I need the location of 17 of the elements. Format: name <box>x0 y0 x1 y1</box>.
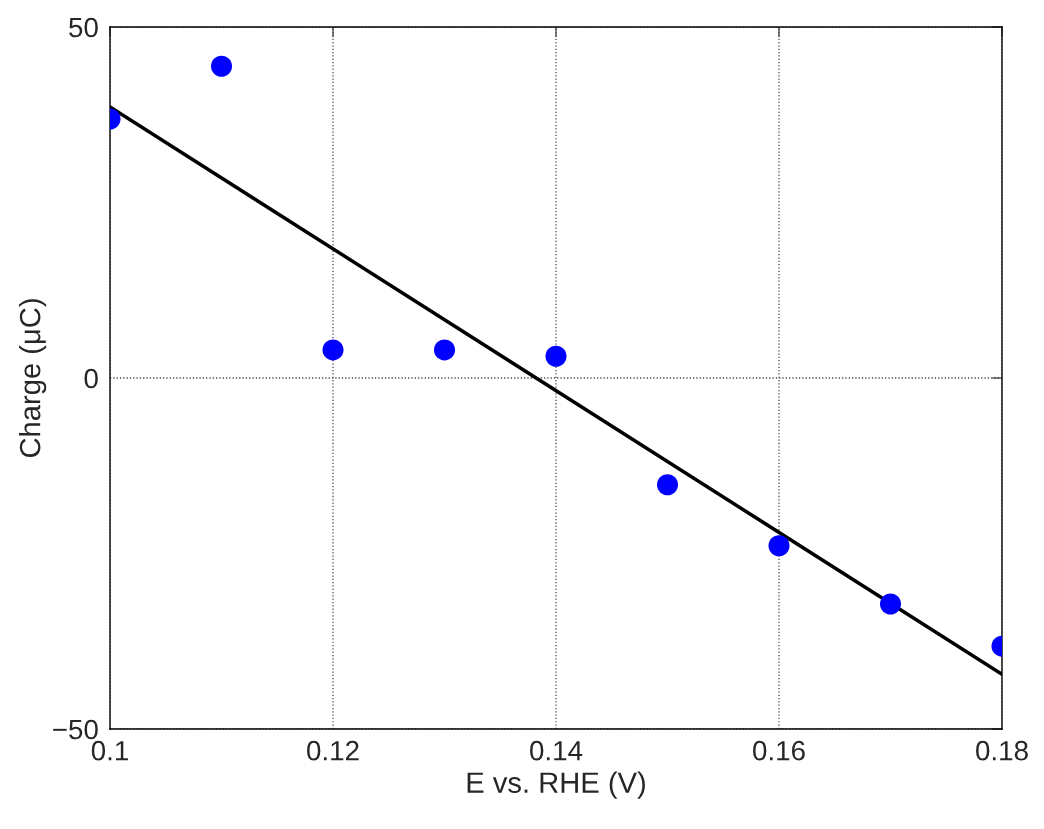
point <box>545 345 567 367</box>
x-tick-label: 0.12 <box>307 740 359 761</box>
y-axis-title: Charge (μC) <box>19 299 47 458</box>
point <box>433 339 456 361</box>
point <box>210 55 233 77</box>
point <box>322 339 344 361</box>
x-tick-label: 0.16 <box>753 740 805 761</box>
point <box>768 535 790 557</box>
y-tick-label: 50 <box>69 17 98 38</box>
x-tick-label: 0.18 <box>976 740 1028 761</box>
point <box>879 593 902 615</box>
x-axis-title: E vs. RHE (V) <box>467 771 645 799</box>
point <box>656 474 679 496</box>
x-tick-label: 0.1 <box>91 740 128 761</box>
y-tick-label: −50 <box>53 719 98 740</box>
y-tick-label: 0 <box>84 368 98 389</box>
x-tick-label: 0.14 <box>530 740 583 761</box>
